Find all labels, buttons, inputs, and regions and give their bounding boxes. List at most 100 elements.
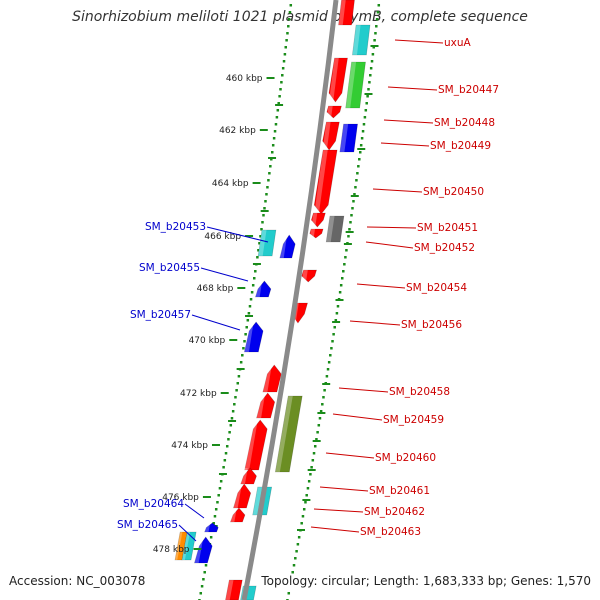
gene-label-right: SM_b20459 — [383, 414, 444, 426]
gene-b20463 — [230, 507, 246, 523]
gene-b20457-shade — [244, 322, 254, 352]
track-dot — [274, 123, 278, 126]
gene-b20447-shade — [345, 62, 357, 108]
track-dot — [372, 46, 376, 49]
track-dot — [331, 340, 334, 343]
leader-line — [380, 142, 430, 147]
leader-line — [313, 508, 364, 513]
track-dot — [288, 11, 292, 14]
track-dot — [287, 25, 290, 28]
track-dot — [307, 480, 311, 483]
track-dot — [304, 501, 307, 504]
track-dot — [212, 522, 215, 525]
track-dot — [355, 179, 358, 182]
gene-b20447 — [345, 61, 366, 109]
kbp-label: 476 kbp — [162, 493, 199, 503]
track-dot — [345, 249, 348, 252]
gene-b20451-shade — [311, 213, 318, 227]
gene-b20452-shade — [309, 229, 315, 238]
track-dot — [323, 389, 326, 392]
track-dot — [356, 172, 359, 175]
leader-line — [383, 119, 434, 124]
track-dot — [325, 375, 329, 378]
track-dot — [259, 235, 262, 238]
leader-line — [206, 226, 269, 243]
track-dot — [334, 319, 338, 322]
gene-b20461 — [240, 467, 257, 485]
track-dot — [272, 137, 276, 140]
gene-label-right: SM_b20451 — [417, 222, 478, 234]
gene-label-left: SM_b20465 — [117, 519, 178, 531]
track-dot — [321, 403, 324, 406]
gene-uxuA-upper — [338, 0, 355, 26]
gene-b20464-shade — [204, 523, 211, 532]
gene-b20462-b-shade — [233, 484, 242, 508]
track-dot — [243, 340, 246, 343]
track-dot — [204, 564, 208, 567]
leader-line — [372, 188, 423, 193]
track-dot — [277, 102, 280, 105]
track-dot — [271, 144, 275, 147]
gene-label-right: SM_b20460 — [375, 452, 436, 464]
gene-b20453-b-shade — [279, 235, 288, 258]
gene-labels: uxuA SM_b20447 SM_b20448 SM_b20449 SM_b20450… — [117, 37, 499, 538]
gene-b20460-olive-shade — [275, 396, 293, 472]
track-dot — [229, 424, 233, 427]
track-dot — [350, 214, 353, 217]
leader-line — [366, 226, 417, 229]
track-dot — [313, 445, 317, 448]
track-dot — [316, 431, 319, 434]
track-dot — [245, 326, 248, 329]
gene-bottom-red — [225, 579, 243, 600]
track-dot — [276, 109, 280, 112]
track-dot — [343, 263, 346, 266]
gene-uxuA-upper-shade — [338, 0, 346, 25]
track-dot — [371, 53, 375, 56]
track-dot — [242, 347, 245, 350]
track-dot — [239, 361, 243, 364]
leader-line — [332, 413, 383, 421]
track-dot — [375, 18, 379, 21]
track-dot — [310, 466, 313, 469]
track-dot — [251, 284, 255, 287]
track-dot — [282, 60, 286, 63]
track-dot — [352, 200, 355, 203]
track-dot — [287, 592, 291, 595]
left-dotted-track — [198, 4, 293, 600]
leader-line — [356, 283, 406, 289]
gene-label-right: SM_b20461 — [369, 485, 430, 497]
track-dot — [367, 88, 370, 91]
gene-label-left: SM_b20455 — [139, 262, 200, 274]
track-dot — [279, 88, 282, 91]
track-dot — [249, 298, 253, 301]
track-dot — [263, 207, 266, 210]
track-dot — [268, 172, 271, 175]
track-dot — [295, 550, 298, 553]
track-dot — [317, 424, 321, 427]
gene-b20460 — [244, 419, 268, 471]
track-dot — [348, 228, 351, 231]
gene-b20454 — [301, 269, 317, 283]
leader-line — [394, 39, 444, 44]
gene-label-right: SM_b20452 — [414, 242, 475, 254]
right-dotted-track — [286, 4, 381, 600]
gene-b20454-shade — [301, 270, 308, 282]
gene-label-right: SM_b20463 — [360, 526, 421, 538]
gene-b20465-cyan — [181, 531, 197, 561]
track-dot — [368, 81, 371, 84]
gene-label-right: SM_b20450 — [423, 186, 484, 198]
leader-line — [365, 241, 414, 249]
track-dot — [262, 214, 265, 217]
gene-b20460-shade — [244, 420, 258, 470]
gene-b20455-shade — [255, 281, 263, 297]
track-dot — [376, 11, 380, 14]
track-dot — [319, 410, 323, 413]
track-dot — [266, 186, 269, 189]
gene-uxuA-shade — [352, 25, 361, 55]
gene-b20464 — [204, 522, 219, 533]
label-leaders — [178, 39, 444, 542]
track-dot — [225, 445, 229, 448]
track-dot — [360, 137, 364, 140]
track-dot — [292, 564, 296, 567]
track-dot — [278, 95, 281, 98]
